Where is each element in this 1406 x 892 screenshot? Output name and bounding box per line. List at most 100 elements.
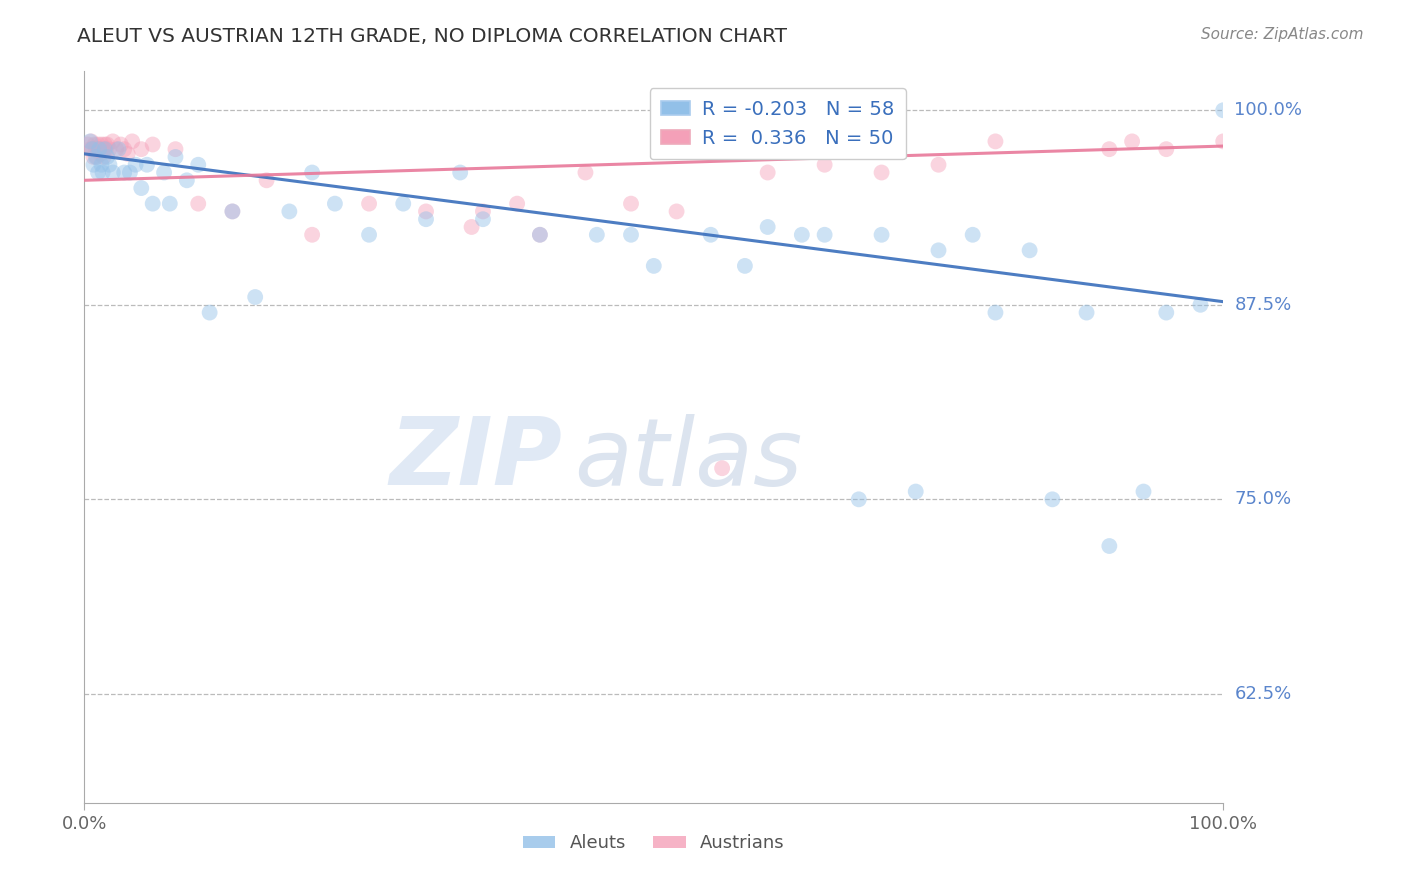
Point (1212, 103, 1234, 118)
Point (82, 142, 104, 156)
Point (756, 165, 779, 179)
Point (734, 259, 756, 273)
Point (84, 142, 107, 156)
Point (1156, 142, 1178, 156)
Point (359, 227, 381, 242)
Point (110, 137, 132, 152)
Point (529, 227, 551, 242)
Point (814, 227, 837, 242)
Point (89, 142, 111, 156)
Text: Source: ZipAtlas.com: Source: ZipAtlas.com (1201, 27, 1364, 42)
Point (91, 165, 114, 179)
Point (98, 142, 121, 156)
Text: 87.5%: 87.5% (1234, 296, 1292, 314)
Point (620, 196, 643, 211)
Point (256, 173, 278, 187)
Point (91, 142, 114, 156)
Point (118, 165, 141, 179)
Point (574, 165, 596, 179)
Point (1076, 305, 1098, 319)
Point (928, 244, 950, 258)
Point (112, 165, 135, 179)
Point (90, 137, 112, 152)
Point (87, 137, 110, 152)
Text: 75.0%: 75.0% (1234, 491, 1292, 508)
Point (790, 227, 813, 242)
Point (90, 158, 112, 172)
Point (187, 158, 209, 172)
Point (176, 173, 198, 187)
Point (814, 158, 837, 172)
Point (1189, 298, 1212, 312)
Point (1042, 492, 1064, 507)
Point (529, 227, 551, 242)
Text: ALEUT VS AUSTRIAN 12TH GRADE, NO DIPLOMA CORRELATION CHART: ALEUT VS AUSTRIAN 12TH GRADE, NO DIPLOMA… (77, 27, 787, 45)
Point (159, 196, 181, 211)
Point (1212, 135, 1234, 149)
Point (142, 137, 165, 152)
Point (1121, 135, 1143, 149)
Point (86, 150, 108, 164)
Text: 62.5%: 62.5% (1234, 685, 1292, 703)
Point (700, 227, 723, 242)
Text: ZIP: ZIP (389, 413, 562, 505)
Point (76, 137, 98, 152)
Point (165, 150, 187, 164)
Point (87, 165, 110, 179)
Point (506, 196, 529, 211)
Point (870, 227, 893, 242)
Point (928, 158, 950, 172)
Point (665, 204, 688, 219)
Legend: Aleuts, Austrians: Aleuts, Austrians (516, 827, 792, 860)
Point (301, 165, 323, 179)
Point (124, 158, 146, 172)
Point (89, 142, 111, 156)
Point (301, 227, 323, 242)
Point (83, 137, 105, 152)
Point (80, 135, 103, 149)
Point (392, 196, 415, 211)
Point (96, 137, 118, 152)
Point (94, 142, 117, 156)
Point (84, 150, 107, 164)
Point (756, 219, 779, 234)
Point (245, 290, 267, 304)
Point (94, 142, 117, 156)
Point (117, 146, 139, 161)
Point (962, 227, 984, 242)
Point (82, 142, 104, 156)
Point (79, 135, 101, 149)
Point (643, 259, 665, 273)
Point (142, 196, 165, 211)
Point (1098, 142, 1121, 156)
Point (82, 150, 104, 164)
Point (131, 142, 153, 156)
Point (98, 158, 121, 172)
Point (82, 158, 104, 172)
Point (472, 212, 495, 227)
Point (136, 158, 159, 172)
Point (904, 484, 927, 499)
Point (121, 135, 143, 149)
Point (153, 165, 176, 179)
Text: atlas: atlas (574, 414, 803, 505)
Point (79, 142, 101, 156)
Point (198, 305, 221, 319)
Text: 100.0%: 100.0% (1234, 102, 1302, 120)
Point (586, 227, 609, 242)
Point (131, 181, 153, 195)
Point (165, 142, 187, 156)
Point (96, 150, 118, 164)
Point (359, 196, 381, 211)
Point (984, 305, 1007, 319)
Point (1132, 484, 1154, 499)
Point (94, 137, 117, 152)
Point (711, 461, 734, 475)
Point (984, 135, 1007, 149)
Point (187, 196, 209, 211)
Point (1098, 539, 1121, 553)
Point (112, 142, 135, 156)
Point (278, 204, 301, 219)
Point (415, 204, 437, 219)
Point (449, 165, 471, 179)
